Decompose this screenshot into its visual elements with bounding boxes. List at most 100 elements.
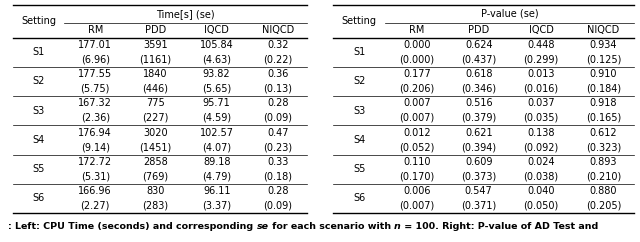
Text: 0.547: 0.547 xyxy=(465,186,493,196)
Text: 775: 775 xyxy=(146,98,165,108)
Text: (0.007): (0.007) xyxy=(399,113,435,123)
Text: 3591: 3591 xyxy=(143,40,168,50)
Text: S3: S3 xyxy=(33,106,45,116)
Text: 0.037: 0.037 xyxy=(527,98,555,108)
Text: 0.934: 0.934 xyxy=(590,40,617,50)
Text: 0.910: 0.910 xyxy=(590,69,617,79)
Text: (0.299): (0.299) xyxy=(524,54,559,65)
Text: (0.092): (0.092) xyxy=(524,142,559,152)
Text: 830: 830 xyxy=(147,186,164,196)
Text: 0.624: 0.624 xyxy=(465,40,493,50)
Text: 102.57: 102.57 xyxy=(200,128,234,138)
Text: 0.36: 0.36 xyxy=(267,69,289,79)
Text: P-value (se): P-value (se) xyxy=(481,9,538,19)
Text: 0.880: 0.880 xyxy=(590,186,617,196)
Text: 2858: 2858 xyxy=(143,157,168,167)
Text: S4: S4 xyxy=(353,135,365,145)
Text: IQCD: IQCD xyxy=(204,25,229,35)
Text: S5: S5 xyxy=(353,164,365,174)
Text: 0.612: 0.612 xyxy=(589,128,618,138)
Text: 0.516: 0.516 xyxy=(465,98,493,108)
Text: RM: RM xyxy=(410,25,425,35)
Text: (0.437): (0.437) xyxy=(461,54,496,65)
Text: (0.394): (0.394) xyxy=(461,142,496,152)
Text: (4.79): (4.79) xyxy=(202,171,231,182)
Text: (0.18): (0.18) xyxy=(263,171,292,182)
Text: (0.13): (0.13) xyxy=(263,84,292,94)
Text: 1840: 1840 xyxy=(143,69,168,79)
Text: : Left: CPU Time (seconds) and corresponding: : Left: CPU Time (seconds) and correspon… xyxy=(8,221,257,231)
Text: (0.007): (0.007) xyxy=(399,201,435,211)
Text: (769): (769) xyxy=(143,171,169,182)
Text: S3: S3 xyxy=(353,106,365,116)
Text: (0.373): (0.373) xyxy=(461,171,496,182)
Text: 177.01: 177.01 xyxy=(78,40,112,50)
Text: 0.110: 0.110 xyxy=(403,157,431,167)
Text: S2: S2 xyxy=(353,76,365,86)
Text: (0.035): (0.035) xyxy=(524,113,559,123)
Text: (3.37): (3.37) xyxy=(202,201,231,211)
Text: (4.63): (4.63) xyxy=(202,54,231,65)
Text: PDD: PDD xyxy=(468,25,490,35)
Text: S2: S2 xyxy=(33,76,45,86)
Text: (9.14): (9.14) xyxy=(81,142,109,152)
Text: IQCD: IQCD xyxy=(529,25,554,35)
Text: (5.65): (5.65) xyxy=(202,84,231,94)
Text: 166.96: 166.96 xyxy=(79,186,112,196)
Text: 0.007: 0.007 xyxy=(403,98,431,108)
Text: (4.07): (4.07) xyxy=(202,142,231,152)
Text: n: n xyxy=(394,221,401,231)
Text: 0.47: 0.47 xyxy=(267,128,289,138)
Text: 0.138: 0.138 xyxy=(527,128,555,138)
Text: Setting: Setting xyxy=(342,16,376,26)
Text: 0.000: 0.000 xyxy=(403,40,431,50)
Text: 0.024: 0.024 xyxy=(527,157,555,167)
Text: (0.184): (0.184) xyxy=(586,84,621,94)
Text: (227): (227) xyxy=(142,113,169,123)
Text: NIQCD: NIQCD xyxy=(262,25,294,35)
Text: Setting: Setting xyxy=(21,16,56,26)
Text: 0.893: 0.893 xyxy=(590,157,617,167)
Text: (0.165): (0.165) xyxy=(586,113,621,123)
Text: for each scenario with: for each scenario with xyxy=(269,221,394,231)
Text: 176.94: 176.94 xyxy=(78,128,112,138)
Text: 0.621: 0.621 xyxy=(465,128,493,138)
Text: 172.72: 172.72 xyxy=(78,157,112,167)
Text: (5.31): (5.31) xyxy=(81,171,110,182)
Text: (2.27): (2.27) xyxy=(81,201,110,211)
Text: (0.038): (0.038) xyxy=(524,171,559,182)
Text: (283): (283) xyxy=(143,201,169,211)
Text: 0.28: 0.28 xyxy=(267,186,289,196)
Text: (1451): (1451) xyxy=(140,142,172,152)
Text: (0.210): (0.210) xyxy=(586,171,621,182)
Text: 89.18: 89.18 xyxy=(203,157,230,167)
Text: S4: S4 xyxy=(33,135,45,145)
Text: (0.206): (0.206) xyxy=(399,84,435,94)
Text: se: se xyxy=(257,221,269,231)
Text: (0.016): (0.016) xyxy=(524,84,559,94)
Text: 177.55: 177.55 xyxy=(78,69,112,79)
Text: (446): (446) xyxy=(143,84,168,94)
Text: (0.170): (0.170) xyxy=(399,171,435,182)
Text: (0.346): (0.346) xyxy=(461,84,496,94)
Text: 0.013: 0.013 xyxy=(527,69,555,79)
Text: S1: S1 xyxy=(33,47,45,57)
Text: (2.36): (2.36) xyxy=(81,113,110,123)
Text: (0.000): (0.000) xyxy=(399,54,435,65)
Text: (0.205): (0.205) xyxy=(586,201,621,211)
Text: (0.125): (0.125) xyxy=(586,54,621,65)
Text: (0.052): (0.052) xyxy=(399,142,435,152)
Text: S6: S6 xyxy=(353,193,365,203)
Text: (0.09): (0.09) xyxy=(263,201,292,211)
Text: 3020: 3020 xyxy=(143,128,168,138)
Text: 0.32: 0.32 xyxy=(267,40,289,50)
Text: S1: S1 xyxy=(353,47,365,57)
Text: 0.006: 0.006 xyxy=(403,186,431,196)
Text: 0.918: 0.918 xyxy=(590,98,617,108)
Text: RM: RM xyxy=(88,25,103,35)
Text: 167.32: 167.32 xyxy=(78,98,112,108)
Text: 95.71: 95.71 xyxy=(203,98,230,108)
Text: 96.11: 96.11 xyxy=(203,186,230,196)
Text: (0.323): (0.323) xyxy=(586,142,621,152)
Text: 0.33: 0.33 xyxy=(267,157,289,167)
